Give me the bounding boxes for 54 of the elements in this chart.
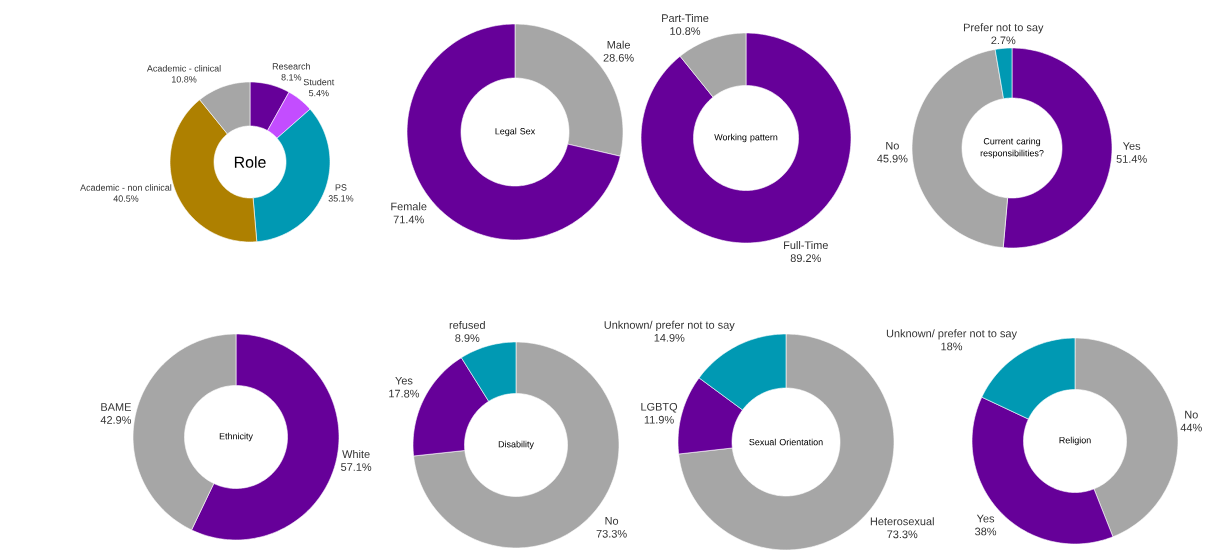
slice-label: Part-Time [662, 13, 709, 23]
data-label: 11.9% [644, 415, 674, 424]
text: Ethnicity [219, 432, 253, 442]
slice-label: Student [303, 78, 335, 86]
slice-label: Yes [1122, 142, 1141, 150]
slice-label: Prefer not to say [963, 23, 1044, 34]
slice-label: Yes [395, 376, 413, 385]
data-label: 40.5% [113, 195, 139, 202]
slice-label: PS [335, 184, 347, 191]
slice-label: Full-Time [784, 241, 828, 250]
slice-label: Yes [976, 514, 995, 523]
slice-label: Male [607, 40, 630, 49]
data-label: 44% [1180, 423, 1202, 432]
data-label: 17.8% [389, 389, 420, 398]
data-label: 45.9% [877, 154, 908, 163]
data-label: 73.3% [596, 529, 627, 538]
slice-label: Research [272, 62, 310, 70]
data-label: 5.4% [308, 89, 329, 97]
data-label: 18% [941, 342, 963, 351]
data-label: 51.4% [1116, 155, 1147, 163]
data-label: 14.9% [654, 333, 685, 342]
slice-label: Academic - non clinical [80, 184, 172, 191]
data-label: 73.3% [887, 530, 918, 539]
slice-label: No [605, 517, 619, 525]
slice-label: White [342, 449, 370, 458]
text: Current caring responsibilities? [980, 137, 1044, 159]
text: Disability [498, 440, 534, 450]
text: Role [234, 156, 266, 168]
slice-label: Academic - clinical [146, 65, 221, 72]
data-label: 38% [975, 527, 997, 536]
data-label: 57.1% [341, 463, 372, 471]
text: Working pattern [714, 133, 778, 143]
slice-label: No [886, 141, 899, 150]
slice-label: Heterosexual [870, 517, 934, 526]
data-label: 10.8% [670, 27, 701, 35]
slice-label: LGBTQ [641, 402, 678, 413]
data-label: 10.8% [172, 76, 197, 83]
slice-label: No [1185, 410, 1198, 419]
slice-label: BAME [101, 403, 131, 411]
data-label: 42.9% [100, 416, 132, 424]
text: Legal Sex [495, 127, 536, 137]
slice-label: Unknown/ prefer not to say [886, 329, 1017, 340]
data-label: 35.1% [328, 195, 354, 202]
text: Sexual Orientation [749, 438, 823, 446]
slice-label: refused [449, 320, 485, 329]
data-label: 71.4% [393, 215, 424, 224]
data-label: 8.1% [281, 74, 302, 81]
slice-label: Female [391, 202, 427, 211]
text: Religion [1059, 436, 1091, 446]
slice-label: Unknown/ prefer not to say [604, 320, 735, 331]
data-label: 89.2% [790, 254, 821, 263]
data-label: 2.7% [991, 36, 1016, 45]
data-label: 8.9% [455, 334, 480, 342]
data-label: 28.6% [603, 53, 634, 62]
